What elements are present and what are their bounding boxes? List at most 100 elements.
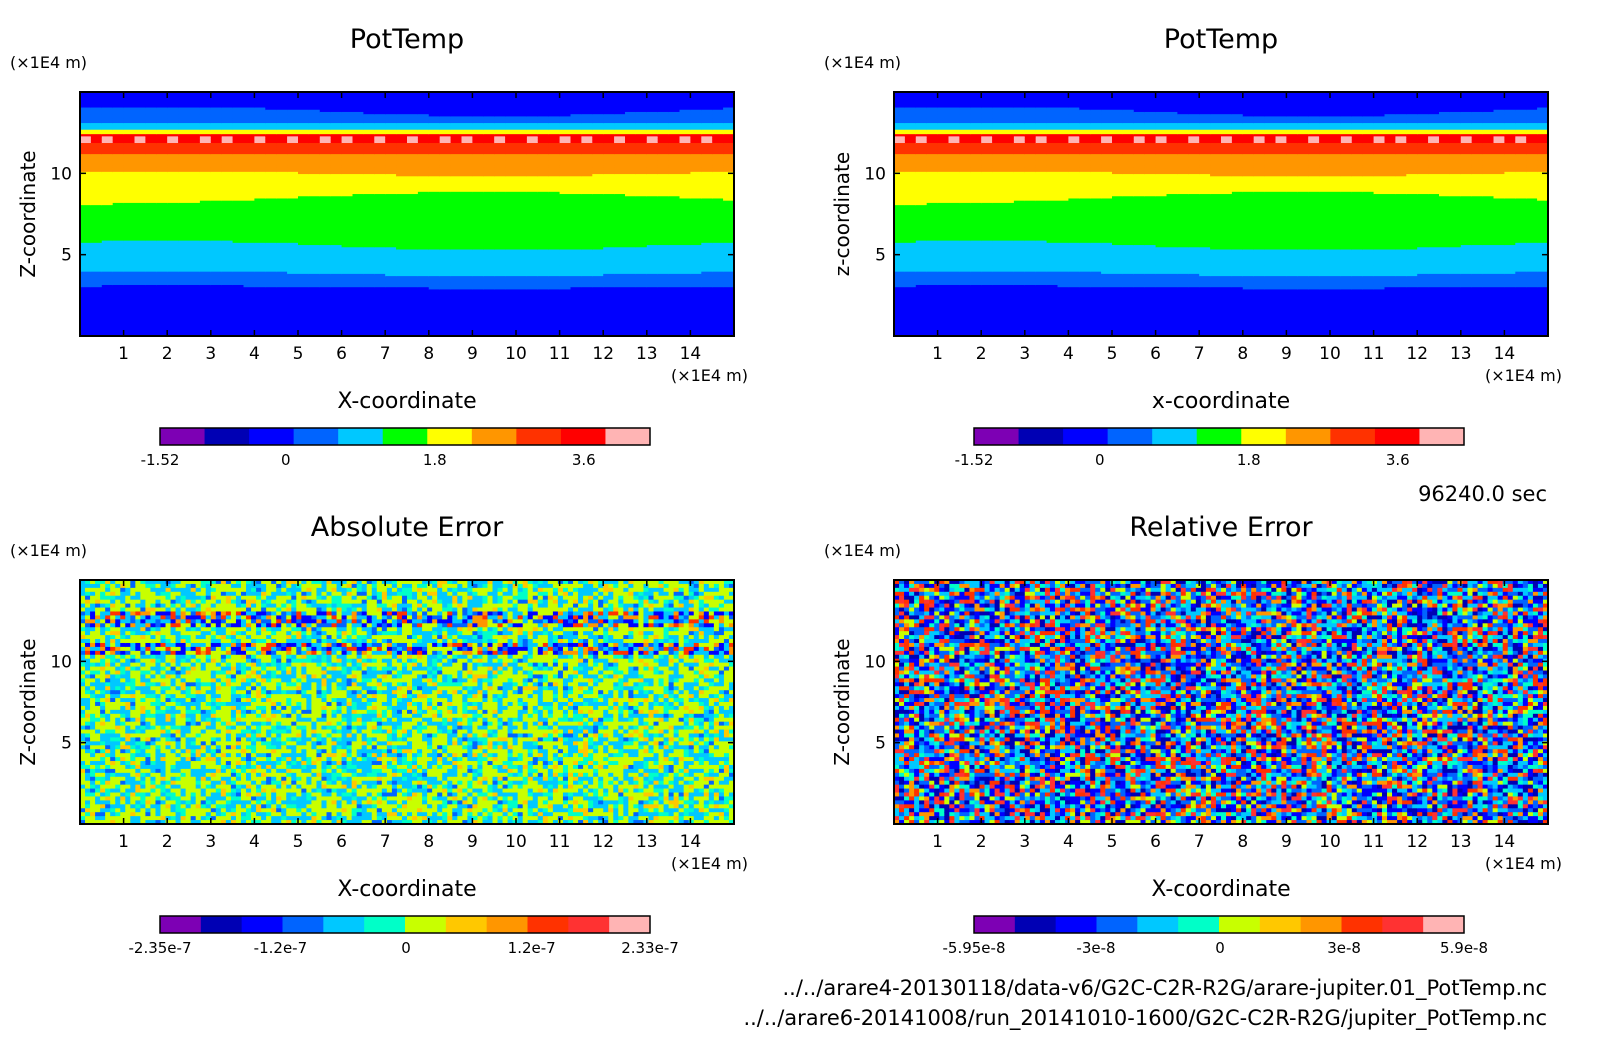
pottemp-2-colorbar-swatch <box>1375 428 1420 445</box>
pottemp-2-ytick-10: 10 <box>864 164 886 184</box>
relative-error-colorbar-swatch <box>1056 916 1097 933</box>
absolute-error-colorbar-swatch <box>609 916 650 933</box>
pottemp-2-xtick-12: 12 <box>1406 344 1428 364</box>
pottemp-1-colorbar-swatch <box>338 428 383 445</box>
absolute-error-ytick-5: 5 <box>61 734 72 754</box>
pottemp-1-colorbar-swatch <box>205 428 250 445</box>
absolute-error-xtick-12: 12 <box>592 832 614 852</box>
pottemp-2-colorbar-label: 0 <box>1095 451 1105 469</box>
absolute-error-xtick-1: 1 <box>118 832 129 852</box>
relative-error-xtick-5: 5 <box>1107 832 1118 852</box>
relative-error-xtick-7: 7 <box>1194 832 1205 852</box>
pottemp-2-colorbar-swatch <box>1152 428 1197 445</box>
pottemp-2-xtick-11: 11 <box>1363 344 1385 364</box>
relative-error-xtick-6: 6 <box>1150 832 1161 852</box>
pottemp-1-colorbar-swatch <box>249 428 294 445</box>
pottemp-2-xtick-2: 2 <box>976 344 987 364</box>
relative-error-xtick-13: 13 <box>1450 832 1472 852</box>
relative-error-xtick-3: 3 <box>1019 832 1030 852</box>
relative-error-xtick-12: 12 <box>1406 832 1428 852</box>
pottemp-2-xtick-3: 3 <box>1019 344 1030 364</box>
absolute-error-xtick-7: 7 <box>380 832 391 852</box>
pottemp-1-colorbar-swatch <box>561 428 606 445</box>
relative-error-colorbar-swatch <box>1178 916 1219 933</box>
relative-error-colorbar-swatch <box>1301 916 1342 933</box>
relative-error-ytick-5: 5 <box>875 734 886 754</box>
pottemp-2-colorbar-label: -1.52 <box>955 451 994 469</box>
pottemp-2-title: PotTemp <box>1164 24 1278 55</box>
relative-error-y-unit: (×1E4 m) <box>824 541 901 560</box>
time-stamp: 96240.0 sec <box>1418 482 1547 506</box>
pottemp-1-colorbar-label: 0 <box>281 451 291 469</box>
pottemp-2-x-unit: (×1E4 m) <box>1485 366 1562 385</box>
absolute-error-ylabel: Z-coordinate <box>16 638 40 765</box>
pottemp-1-xtick-6: 6 <box>336 344 347 364</box>
pottemp-1-xlabel: X-coordinate <box>337 389 476 414</box>
pottemp-2-ylabel: z-coordinate <box>830 152 854 276</box>
pottemp-2-colorbar-swatch <box>1108 428 1153 445</box>
absolute-error-colorbar-swatch <box>283 916 324 933</box>
pottemp-1-colorbar-swatch <box>427 428 472 445</box>
absolute-error-xtick-13: 13 <box>636 832 658 852</box>
relative-error-colorbar-swatch <box>1015 916 1056 933</box>
absolute-error-xtick-8: 8 <box>423 832 434 852</box>
pottemp-1-xtick-12: 12 <box>592 344 614 364</box>
absolute-error-colorbar-label: 0 <box>401 939 411 957</box>
absolute-error-colorbar-label: 1.2e-7 <box>508 939 556 957</box>
pottemp-2-xtick-8: 8 <box>1237 344 1248 364</box>
relative-error-xtick-1: 1 <box>932 832 943 852</box>
absolute-error-xtick-14: 14 <box>680 832 702 852</box>
absolute-error-colorbar-label: -2.35e-7 <box>129 939 192 957</box>
relative-error-colorbar: -5.95e-8 -3e-8 0 3e-8 5.9e-8 <box>943 916 1489 957</box>
pottemp-2-xtick-5: 5 <box>1107 344 1118 364</box>
pottemp-1-ytick-10: 10 <box>50 164 72 184</box>
pottemp-2-colorbar-swatch <box>1063 428 1108 445</box>
absolute-error-x-unit: (×1E4 m) <box>671 854 748 873</box>
relative-error-colorbar-label: 3e-8 <box>1327 939 1361 957</box>
pottemp-1-colorbar-label: 1.8 <box>423 451 447 469</box>
pottemp-1-colorbar-swatch <box>472 428 517 445</box>
absolute-error-colorbar-swatch <box>487 916 528 933</box>
relative-error-xtick-4: 4 <box>1063 832 1074 852</box>
pottemp-2-xtick-13: 13 <box>1450 344 1472 364</box>
relative-error-xtick-10: 10 <box>1319 832 1341 852</box>
pottemp-1-xtick-10: 10 <box>505 344 527 364</box>
pottemp-2-colorbar-swatch <box>1019 428 1064 445</box>
pottemp-1-xtick-4: 4 <box>249 344 260 364</box>
pottemp-1-y-unit: (×1E4 m) <box>10 53 87 72</box>
pottemp-2-colorbar-swatch <box>974 428 1019 445</box>
relative-error-colorbar-swatch <box>1342 916 1383 933</box>
pottemp-1-xtick-8: 8 <box>423 344 434 364</box>
absolute-error-y-unit: (×1E4 m) <box>10 541 87 560</box>
absolute-error-colorbar-swatch <box>242 916 283 933</box>
pottemp-2-field <box>894 92 1549 337</box>
relative-error-colorbar-label: 5.9e-8 <box>1440 939 1488 957</box>
pottemp-1-xtick-3: 3 <box>205 344 216 364</box>
absolute-error-xtick-2: 2 <box>162 832 173 852</box>
absolute-error-xtick-5: 5 <box>293 832 304 852</box>
pottemp-2-colorbar-swatch <box>1286 428 1331 445</box>
relative-error-colorbar-label: 0 <box>1215 939 1225 957</box>
pottemp-2-colorbar-swatch <box>1419 428 1464 445</box>
absolute-error-field <box>80 580 735 825</box>
absolute-error-ytick-10: 10 <box>50 652 72 672</box>
pottemp-1-xtick-13: 13 <box>636 344 658 364</box>
absolute-error-colorbar-swatch <box>364 916 405 933</box>
relative-error-ytick-10: 10 <box>864 652 886 672</box>
absolute-error-colorbar-swatch <box>405 916 446 933</box>
absolute-error-colorbar-swatch <box>160 916 201 933</box>
pottemp-1-field <box>80 92 735 337</box>
pottemp-1-colorbar-swatch <box>516 428 561 445</box>
pottemp-1-x-unit: (×1E4 m) <box>671 366 748 385</box>
pottemp-1-xtick-2: 2 <box>162 344 173 364</box>
relative-error-colorbar-label: -5.95e-8 <box>943 939 1006 957</box>
relative-error-xtick-14: 14 <box>1494 832 1516 852</box>
pottemp-1-colorbar-swatch <box>160 428 205 445</box>
pottemp-2-xtick-6: 6 <box>1150 344 1161 364</box>
absolute-error-colorbar-swatch <box>568 916 609 933</box>
pottemp-2-colorbar: -1.52 0 1.8 3.6 <box>955 428 1465 469</box>
relative-error-xlabel: X-coordinate <box>1151 877 1290 902</box>
absolute-error-colorbar-label: 2.33e-7 <box>621 939 679 957</box>
